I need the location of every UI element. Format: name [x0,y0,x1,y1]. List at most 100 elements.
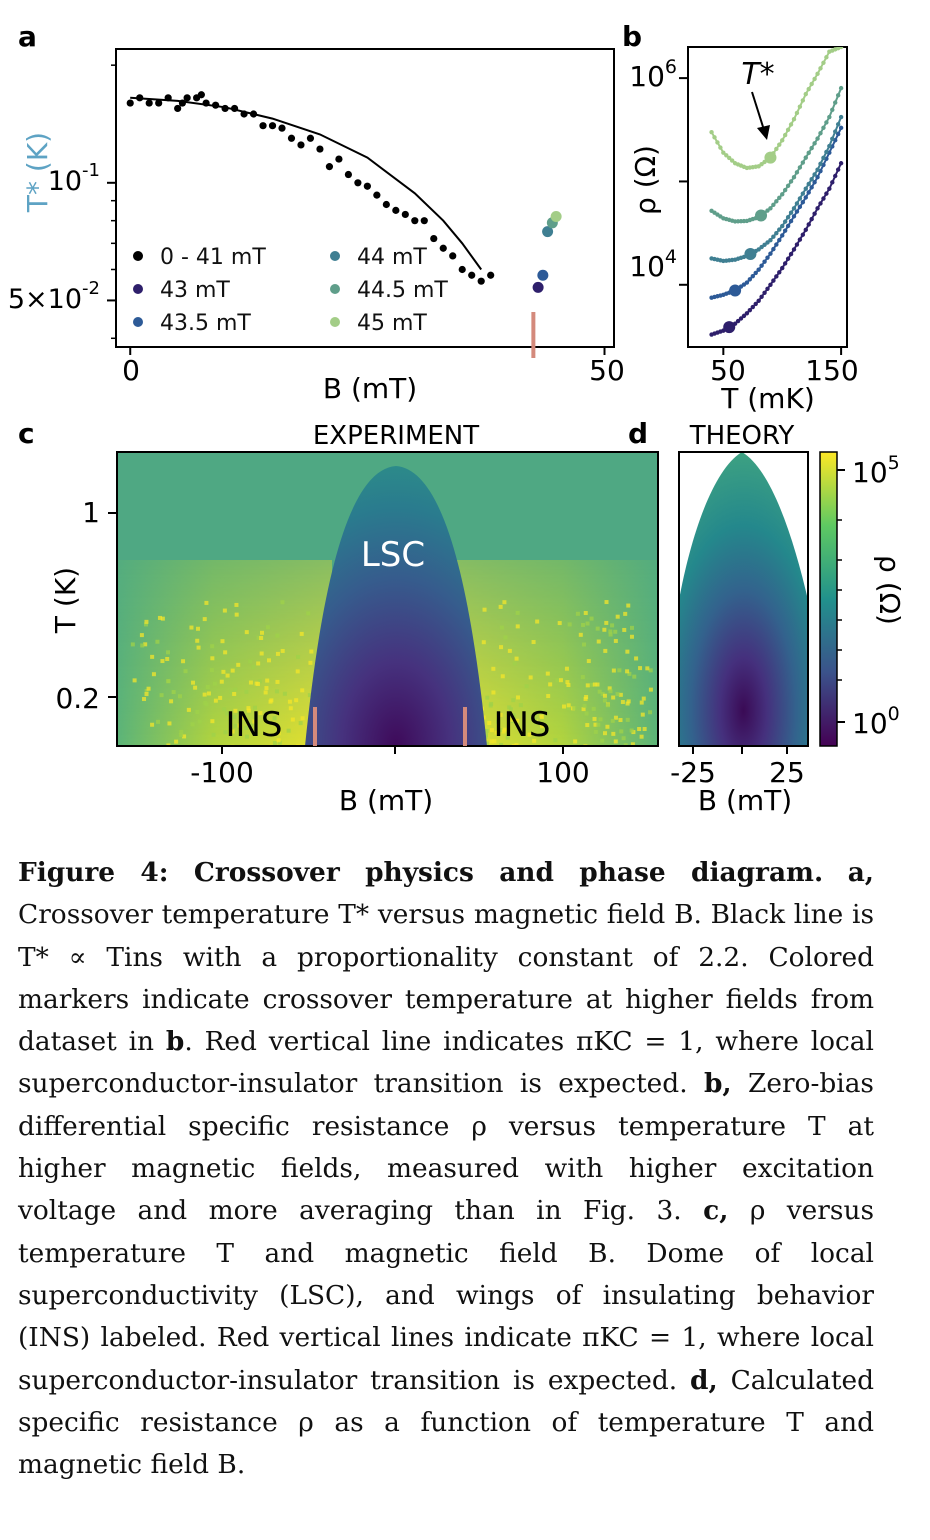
b-series-0-point-28 [791,247,797,252]
c-noise-cell-189 [220,639,225,644]
c-noise-cell-20 [481,640,486,645]
c-noise-cell-139 [593,729,598,734]
c-noise-cell-295 [596,722,601,727]
b-series-3-point-39 [824,120,829,125]
c-noise-cell-369 [630,742,635,746]
a-point-0-41-mT-26 [354,179,362,187]
c-noise-cell-152 [195,710,200,715]
b-series-2-point-38 [821,155,826,161]
a-legend-marker-1 [133,284,143,294]
c-noise-cell-124 [150,722,155,727]
b-series-1-point-15 [753,270,758,276]
b-xlabel: T (mK) [720,382,815,415]
c-noise-cell-472 [533,717,538,722]
a-legend-marker-3 [330,251,340,261]
c-noise-cell-439 [508,707,513,712]
c-noise-cell-376 [515,610,520,615]
c-noise-cell-467 [639,734,644,739]
b-series-0-point-18 [762,290,767,295]
b-series-3-point-28 [791,174,797,180]
c-noise-cell-88 [265,625,270,630]
b-series-4-point-44 [838,47,844,50]
c-noise-cell-448 [592,682,597,687]
c-noise-cell-227 [501,729,506,734]
b-series-1-point-29 [794,209,800,214]
c-noise-cell-90 [286,728,291,733]
c-noise-cell-191 [160,616,165,621]
b-series-0-point-41 [830,180,835,185]
caption-part-c: c, ρ versus temperature T and magnetic f… [18,1195,874,1396]
b-series-4-point-32 [803,91,808,97]
c-noise-cell-67 [573,739,578,744]
c-noise-cell-468 [264,686,269,691]
c-ytick-label-0.2: 0.2 [55,682,100,715]
b-series-2-point-31 [800,191,806,196]
c-noise-cell-500 [244,689,249,694]
c-noise-cell-397 [274,689,279,694]
b-series-0-point-12 [744,311,750,316]
b-series-1-point-22 [774,242,779,247]
c-noise-cell-113 [597,689,602,694]
b-series-0-point-43 [835,167,841,172]
c-noise-cell-372 [268,699,273,704]
b-series-0-point-16 [756,298,761,303]
c-noise-cell-462 [212,681,217,686]
b-series-1-point-32 [803,195,808,200]
c-noise-cell-333 [629,728,634,733]
c-noise-cell-452 [309,649,314,654]
c-label-ins-right: INS [493,705,550,745]
b-series-1-point-12 [744,280,750,285]
b-series-line-0 [711,162,843,336]
c-noise-cell-11 [181,659,186,664]
b-series-0-point-42 [833,173,838,179]
c-noise-cell-99 [229,689,234,694]
c-noise-cell-399 [234,602,239,607]
c-noise-cell-98 [256,635,261,640]
b-series-2-point-41 [830,136,835,142]
b-series-3-point-25 [782,187,788,193]
a-point-0-41-mT-29 [382,200,390,209]
c-noise-cell-249 [615,614,620,619]
c-noise-cell-391 [179,729,184,734]
c-noise-cell-461 [598,717,603,722]
b-series-1-point-34 [809,185,814,190]
b-series-4-point-2 [715,140,720,145]
c-noise-cell-489 [146,686,151,691]
c-noise-cell-242 [608,632,613,637]
c-noise-cell-32 [603,648,608,653]
caption-part-a: a, Crossover temperature T* versus magne… [18,857,874,1058]
a-legend-label-3: 44 mT [357,245,427,270]
a-point-0-41-mT-16 [259,122,267,130]
b-series-0-point-26 [785,256,791,261]
c-noise-cell-268 [496,719,501,724]
c-noise-cell-316 [236,723,241,728]
b-series-0-point-44 [838,161,844,166]
c-noise-cell-297 [223,650,228,655]
a-legend: 0 - 41 mT 43 mT 43.5 mT 44 mT 44.5 mT 45 mT [133,245,448,336]
c-noise-cell-94 [487,721,492,726]
b-series-4-point-0 [709,129,714,135]
c-noise-cell-96 [515,718,520,723]
c-noise-cell-484 [538,710,543,715]
b-series-3-point-24 [780,192,785,197]
b-series-0-point-22 [774,274,779,279]
d-xtick-label-neg25: -25 [670,756,716,789]
c-noise-cell-180 [625,649,630,654]
b-series-0-point-31 [800,232,806,237]
c-noise-cell-52 [592,716,597,721]
c-noise-cell-68 [581,707,586,712]
c-noise-cell-410 [608,629,613,634]
c-noise-cell-469 [166,679,171,684]
b-series-4-point-26 [785,127,791,132]
b-series-4-point-31 [800,98,806,103]
colorbar-tick-label-1e0: 100 [852,703,900,740]
c-noise-cell-85 [280,600,285,605]
c-noise-cell-104 [202,692,207,697]
c-noise-cell-260 [272,741,277,746]
b-series-4-point-22 [774,146,779,152]
c-noise-cell-300 [507,648,512,653]
c-noise-cell-454 [144,688,149,693]
b-series-1-point-30 [797,204,803,210]
b-series-3-point-29 [794,170,800,175]
b-series-2-point-29 [794,201,800,206]
